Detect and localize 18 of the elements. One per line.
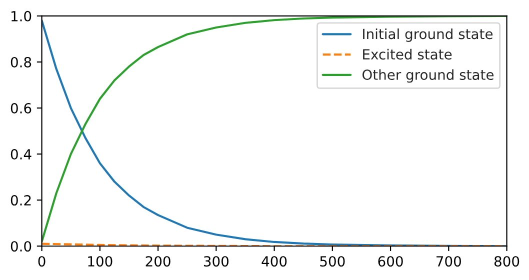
x-tick-label: 200 xyxy=(146,256,170,267)
x-tick-label: 400 xyxy=(262,256,287,267)
x-tick-label: 300 xyxy=(204,256,228,267)
x-tick-label: 700 xyxy=(436,256,461,267)
x-tick-label: 0 xyxy=(38,256,46,267)
y-tick-label: 0.0 xyxy=(10,241,32,252)
x-tick-label: 600 xyxy=(378,256,403,267)
x-tick-label: 800 xyxy=(494,256,520,267)
y-tick-label: 0.6 xyxy=(10,102,32,114)
legend-label: Initial ground state xyxy=(363,28,493,42)
y-tick-label: 0.8 xyxy=(10,56,32,68)
y-tick-label: 0.2 xyxy=(10,195,31,206)
y-tick-label: 0.4 xyxy=(10,149,32,160)
y-tick-label: 1.0 xyxy=(12,10,32,22)
legend-label: Other ground state xyxy=(362,69,494,83)
legend-label: Excited state xyxy=(363,48,452,60)
x-tick-label: 100 xyxy=(88,256,112,267)
x-tick-label: 500 xyxy=(320,256,345,267)
